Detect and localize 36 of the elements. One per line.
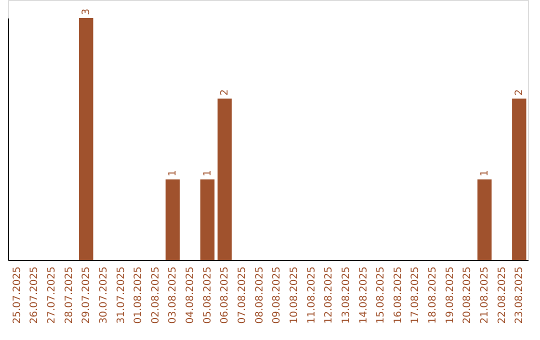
x-tick-label: 21.08.2025 [480, 266, 491, 324]
x-tick-label: 02.08.2025 [150, 266, 162, 324]
data-label: 1 [480, 170, 491, 176]
x-tick-label: 16.08.2025 [392, 266, 404, 324]
x-tick-label: 31.07.2025 [116, 266, 127, 324]
x-tick-label: 11.08.2025 [306, 266, 318, 324]
data-label: 2 [220, 89, 231, 96]
x-tick-label: 13.08.2025 [340, 266, 352, 324]
x-tick-label: 17.08.2025 [410, 266, 422, 324]
x-tick-label: 29.07.2025 [81, 266, 92, 324]
x-tick-label: 25.07.2025 [12, 266, 23, 324]
x-tick-label: 27.07.2025 [46, 266, 58, 324]
x-tick-label: 12.08.2025 [324, 266, 335, 324]
x-tick-label: 09.08.2025 [272, 266, 283, 324]
x-tick-label: 01.08.2025 [133, 266, 144, 324]
x-tick-label: 15.08.2025 [376, 266, 387, 324]
x-tick-label: 18.08.2025 [428, 266, 439, 324]
data-label: 2 [514, 89, 526, 96]
x-tick-label: 22.08.2025 [496, 266, 508, 324]
x-tick-label: 28.07.2025 [64, 266, 75, 324]
x-tick-label: 07.08.2025 [237, 266, 248, 324]
data-label: 3 [81, 8, 92, 15]
x-tick-label: 03.08.2025 [168, 266, 179, 324]
x-tick-label: 04.08.2025 [185, 266, 196, 324]
data-label: 1 [202, 170, 214, 176]
x-tick-label: 20.08.2025 [462, 266, 474, 324]
x-tick-label: 14.08.2025 [358, 266, 370, 324]
x-tick-label: 05.08.2025 [202, 266, 214, 324]
x-tick-label: 19.08.2025 [444, 266, 456, 324]
x-tick-label: 26.07.2025 [29, 266, 40, 324]
x-tick-label: 06.08.2025 [220, 266, 231, 324]
x-tick-label: 30.07.2025 [98, 266, 110, 324]
x-tick-label: 10.08.2025 [288, 266, 300, 324]
data-label: 1 [168, 170, 179, 176]
x-tick-label: 08.08.2025 [254, 266, 266, 324]
x-tick-label: 23.08.2025 [514, 266, 526, 324]
